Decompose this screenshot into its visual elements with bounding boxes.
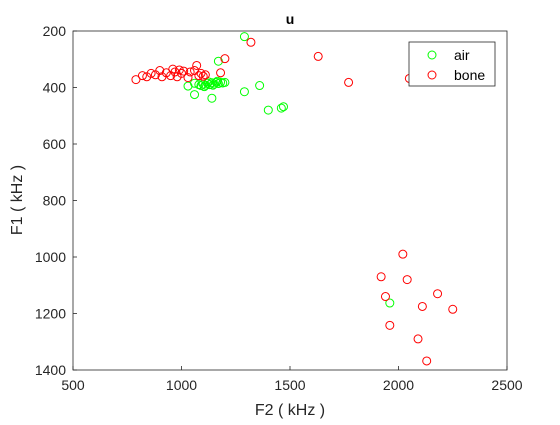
data-point-bone <box>194 71 204 81</box>
data-point-bone <box>398 249 408 259</box>
data-point-air <box>190 78 200 88</box>
data-point-bone <box>192 60 202 70</box>
plot-area <box>72 30 508 371</box>
legend-label-bone: bone <box>454 67 485 83</box>
data-point-bone <box>376 272 386 282</box>
data-point-bone <box>385 320 395 330</box>
data-point-bone <box>433 289 443 299</box>
data-point-air <box>213 56 223 66</box>
legend-label-air: air <box>454 47 470 63</box>
data-point-bone <box>402 275 412 285</box>
data-point-bone <box>200 70 210 80</box>
y-tick-label: 600 <box>43 136 67 152</box>
data-points <box>131 32 458 366</box>
data-point-air <box>203 78 213 88</box>
axis-ticks: 500 1000 1500 2000 2500 200 400 600 800 1000 1200 1… <box>35 23 523 393</box>
data-point-bone <box>413 334 423 344</box>
legend-marker-bone <box>427 70 437 80</box>
data-point-air <box>207 93 217 103</box>
data-point-bone <box>448 304 458 314</box>
data-point-bone <box>185 67 195 77</box>
data-point-air <box>278 102 288 112</box>
data-point-air <box>263 105 273 115</box>
data-point-bone <box>422 356 432 366</box>
data-point-bone <box>168 64 178 74</box>
data-point-bone <box>155 66 165 76</box>
data-point-bone <box>198 71 208 81</box>
data-point-air <box>239 87 249 97</box>
chart-title: u <box>286 11 295 27</box>
data-point-bone <box>417 301 427 311</box>
data-point-air <box>213 79 223 89</box>
data-point-bone <box>196 68 206 78</box>
data-point-bone <box>177 68 186 78</box>
data-point-air <box>276 103 286 113</box>
y-tick-label: 1000 <box>35 249 66 265</box>
data-point-bone <box>313 51 323 61</box>
data-point-bone <box>183 73 193 83</box>
x-tick-label: 2000 <box>383 377 414 393</box>
data-point-air <box>209 79 219 89</box>
series-air <box>183 32 395 308</box>
data-point-bone <box>170 67 180 77</box>
data-point-bone <box>131 75 141 85</box>
legend-marker-air <box>427 50 437 60</box>
y-axis-label: F1 ( kHz ) <box>9 165 26 235</box>
x-tick-label: 1500 <box>274 377 305 393</box>
data-point-air <box>190 90 200 100</box>
data-point-bone <box>380 292 390 302</box>
data-point-air <box>212 76 222 86</box>
data-point-bone <box>220 54 230 64</box>
data-point-bone <box>146 68 156 78</box>
data-point-air <box>255 81 265 91</box>
data-point-air <box>239 32 249 42</box>
y-tick-label: 1400 <box>35 362 66 378</box>
x-tick-label: 500 <box>61 377 85 393</box>
x-axis-label: F2 ( kHz ) <box>255 402 325 419</box>
data-point-bone <box>344 77 354 87</box>
legend-box <box>408 41 496 87</box>
data-point-bone <box>216 68 226 78</box>
data-point-bone <box>179 66 189 76</box>
y-tick-label: 400 <box>43 80 67 96</box>
legend: air bone <box>408 41 496 87</box>
y-tick-label: 1200 <box>35 306 66 322</box>
data-point-bone <box>137 71 147 81</box>
data-point-air <box>385 298 395 308</box>
y-tick-label: 800 <box>43 193 67 209</box>
y-tick-label: 200 <box>43 23 67 39</box>
data-point-bone <box>246 37 256 47</box>
x-tick-label: 1000 <box>166 377 197 393</box>
x-tick-label: 2500 <box>491 377 522 393</box>
